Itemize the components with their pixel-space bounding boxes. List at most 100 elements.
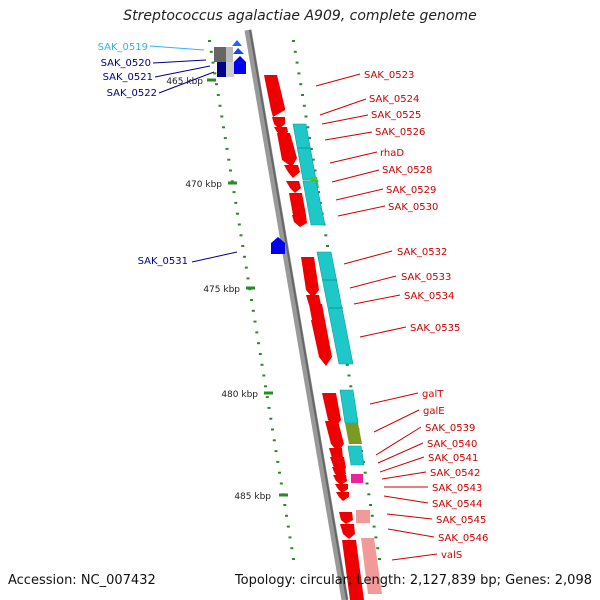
scale-dot [213, 72, 217, 75]
gene-sak0528[interactable] [286, 181, 301, 193]
gene-label[interactable]: SAK_0539 [425, 423, 475, 434]
gene-label[interactable]: galT [422, 389, 444, 400]
scale-dot [286, 525, 290, 528]
gene-rhad[interactable] [284, 165, 300, 178]
gene-sak0523[interactable] [264, 75, 285, 117]
gene-sak0521[interactable] [217, 62, 226, 77]
scale-dot [367, 493, 371, 496]
scale-dot [264, 385, 267, 388]
gene-sak0519[interactable] [214, 47, 227, 62]
gene-label[interactable]: SAK_0530 [388, 202, 438, 213]
gene-label[interactable]: SAK_0546 [438, 533, 488, 544]
scale-dot [269, 417, 273, 420]
gene-label[interactable]: SAK_0525 [371, 110, 421, 121]
gene-sak0542[interactable] [333, 475, 347, 485]
feature-magenta [351, 474, 363, 483]
scale-dot [376, 547, 380, 550]
scale-dot [308, 137, 312, 140]
gene-label[interactable]: rhaD [380, 148, 404, 159]
scale-dot [378, 558, 381, 560]
scale-dot [313, 169, 317, 172]
gene-label[interactable]: SAK_0535 [410, 323, 460, 334]
gene-label[interactable]: SAK_0529 [386, 185, 436, 196]
gene-label[interactable]: SAK_0521 [103, 72, 153, 83]
scale-dot [251, 309, 255, 312]
feature-cyan [339, 389, 359, 424]
scale-dot [246, 277, 250, 280]
gene-sak0526[interactable] [277, 133, 297, 167]
scale-dot [274, 450, 278, 453]
scale-dot [223, 137, 227, 140]
gene-label[interactable]: SAK_0522 [107, 88, 157, 99]
feature-cyan [302, 180, 326, 226]
gene-sak0546[interactable] [340, 524, 355, 539]
gene-galt[interactable] [322, 393, 341, 428]
gene-sak0519-shade [226, 47, 233, 62]
scale-dot [324, 234, 328, 237]
scale-dot [349, 385, 353, 388]
scale-dot [225, 147, 229, 150]
scale-dot [220, 115, 224, 118]
gene-label[interactable]: SAK_0534 [404, 291, 454, 302]
gene-sak0531[interactable] [271, 237, 285, 254]
gene-label[interactable]: SAK_0519 [98, 42, 148, 53]
gene-label[interactable]: SAK_0523 [364, 70, 414, 81]
scale-dot [292, 558, 295, 560]
gene-sak0524[interactable] [272, 117, 285, 129]
gene-label[interactable]: SAK_0540 [427, 439, 477, 450]
scale-dot [265, 396, 269, 399]
kbp-label: 485 kbp [234, 492, 271, 502]
gene-vals[interactable] [342, 540, 364, 600]
gene-sak0520[interactable] [232, 40, 242, 46]
scale-dot [369, 504, 372, 506]
gene-label[interactable]: SAK_0545 [436, 515, 486, 526]
gene-sak0530[interactable] [292, 215, 307, 227]
map-title: Streptococcus agalactiae A909, complete … [123, 8, 477, 24]
scale-dot [262, 374, 266, 377]
gene-label[interactable]: SAK_0524 [369, 94, 419, 105]
gene-label[interactable]: SAK_0544 [432, 499, 482, 510]
gene-pink-a [356, 510, 370, 523]
gene-label[interactable]: SAK_0533 [401, 272, 451, 283]
scale-dot [271, 428, 274, 431]
scale-dot [237, 223, 241, 226]
scale-dot [257, 342, 260, 345]
kbp-label: 465 kbp [166, 77, 203, 87]
gene-sak0522[interactable] [234, 56, 246, 74]
scale-dot [304, 115, 308, 118]
scale-dot [222, 126, 225, 129]
scale-dot [363, 471, 367, 474]
gene-label[interactable]: SAK_0528 [382, 165, 432, 176]
scale-dot [276, 460, 280, 463]
gene-label[interactable]: SAK_0520 [101, 58, 151, 69]
gene-sak0543[interactable] [335, 484, 348, 493]
gene-sak0535[interactable] [311, 320, 332, 366]
gene-label[interactable]: SAK_0543 [432, 483, 482, 494]
scale-dot [211, 61, 215, 64]
feature-boxes [292, 123, 382, 594]
scale-dot [293, 50, 297, 53]
gene-label[interactable]: SAK_0526 [375, 127, 425, 138]
gene-label[interactable]: valS [441, 550, 462, 561]
gene-sak0529[interactable] [289, 193, 306, 222]
genome-summary-text: Topology: circular; Length: 2,127,839 bp… [234, 573, 592, 588]
scale-dot [302, 104, 306, 107]
gene-sak0532[interactable] [301, 257, 319, 298]
scale-dot [260, 363, 264, 366]
gene-sak0545[interactable] [339, 512, 353, 524]
scale-dot [250, 299, 253, 301]
gene-label[interactable]: SAK_0542 [430, 468, 480, 479]
scale-dot [290, 547, 294, 550]
left-genes [214, 40, 285, 254]
red-genes [264, 75, 364, 600]
scale-dot [292, 40, 295, 42]
gene-label[interactable]: SAK_0532 [397, 247, 447, 258]
gene-sak0520b[interactable] [233, 48, 244, 54]
gene-label[interactable]: galE [423, 406, 445, 417]
gene-gale[interactable] [325, 421, 344, 452]
scale-dot [244, 266, 248, 269]
gene-label[interactable]: SAK_0541 [428, 453, 478, 464]
gene-sak0544[interactable] [336, 492, 349, 501]
scale-dot [311, 158, 315, 161]
gene-label[interactable]: SAK_0531 [138, 256, 188, 267]
